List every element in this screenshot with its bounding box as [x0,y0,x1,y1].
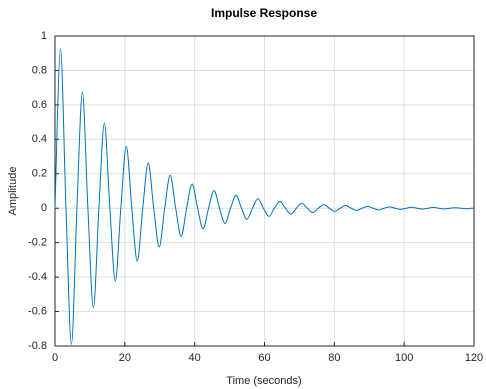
y-tick-label: -0.2 [28,237,47,249]
chart-title: Impulse Response [211,6,317,20]
x-tick-label: 100 [395,352,413,364]
y-tick-label: 0.2 [32,168,47,180]
response-line [54,48,475,345]
x-tick-label: 60 [258,352,270,364]
x-tick-label: 40 [189,352,201,364]
y-tick-label: 0.8 [32,64,47,76]
y-tick-label: 0 [41,202,47,214]
y-axis-label: Amplitude [7,167,19,216]
y-tick-label: 1 [41,30,47,42]
x-tick-label: 0 [52,352,58,364]
y-tick-label: -0.6 [28,305,47,317]
x-axis-label: Time (seconds) [226,375,301,387]
y-tick-label: 0.4 [32,133,47,145]
y-tick-label: -0.8 [28,340,47,352]
x-tick-label: 120 [465,352,483,364]
x-tick-label: 80 [328,352,340,364]
y-tick-label: -0.4 [28,271,47,283]
x-tick-label: 20 [119,352,131,364]
y-tick-label: 0.6 [32,99,47,111]
